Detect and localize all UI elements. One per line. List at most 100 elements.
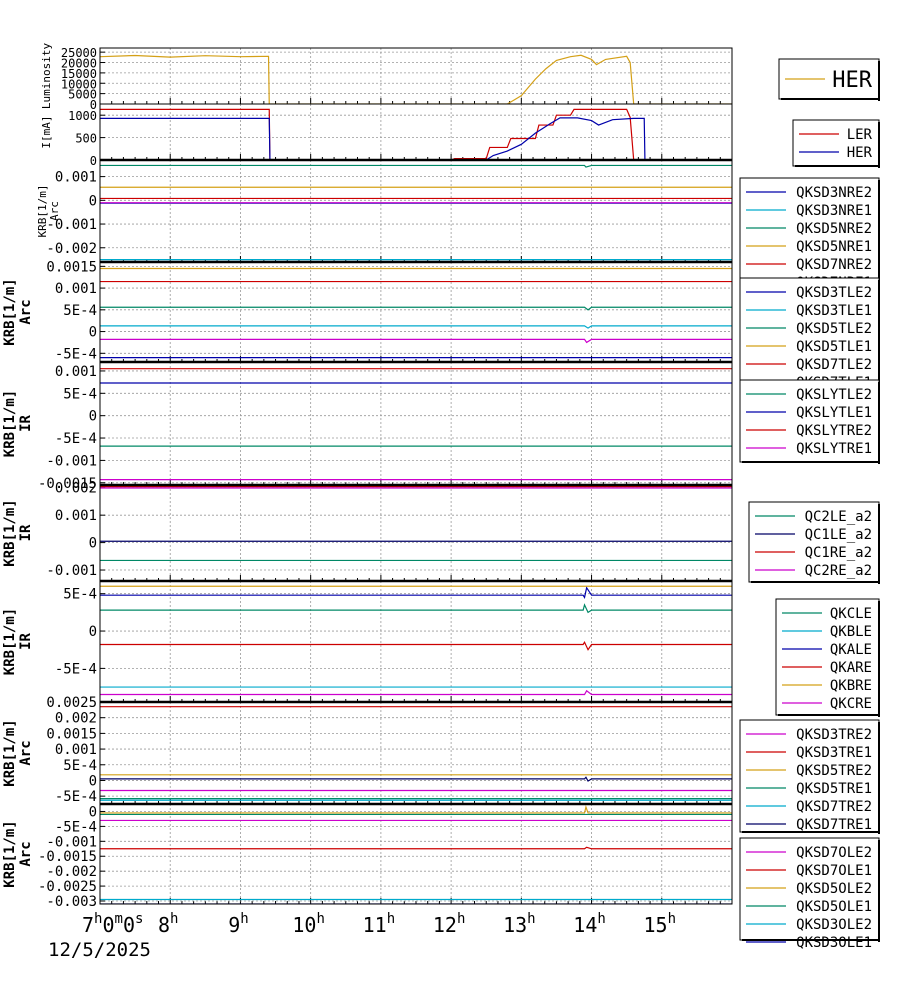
legend-label: QKSD5NRE1 — [796, 239, 872, 255]
y-axis-label: KRB[1/m]IR — [2, 390, 34, 457]
legend-label: QC2RE_a2 — [805, 563, 872, 579]
panel-9: -0.003-0.0025-0.002-0.0015-0.001-5E-40KR… — [2, 802, 880, 951]
y-tick-label: 0.001 — [55, 281, 97, 297]
legend-label: QKSD7TRE1 — [796, 817, 872, 833]
y-tick-label: 1000 — [68, 109, 97, 123]
legend-label: QKBLE — [830, 624, 872, 640]
series-line-HER — [100, 117, 732, 160]
series-line-QKSD7TRE1 — [100, 776, 732, 782]
legend-label: QKSD5OLE1 — [796, 899, 872, 915]
y-axis-label-line: Arc — [18, 740, 34, 765]
y-tick-label: 5000 — [68, 88, 97, 102]
x-tick-hour: 13 — [503, 913, 527, 937]
y-axis-label-line: KRB[1/m] — [2, 499, 18, 566]
legend: QKCLE QKBLE QKALE QKARE QKBRE QKCRE — [775, 598, 880, 717]
legend-label: QKCLE — [830, 606, 872, 622]
legend-box — [748, 501, 880, 583]
legend-label: HER — [847, 145, 873, 161]
y-tick-label: -0.001 — [46, 834, 97, 850]
series-line-LER — [100, 108, 732, 160]
x-tick-label: 7h0m0s — [82, 911, 143, 937]
legend-label: HER — [832, 68, 872, 93]
y-axis-label: I[mA] — [40, 115, 53, 148]
y-tick-label: -0.002 — [46, 864, 97, 880]
plot-frame — [99, 803, 733, 905]
legend-label: QKSD5TRE2 — [796, 763, 872, 779]
plot-frame — [99, 159, 733, 263]
y-tick-label: 0.002 — [55, 711, 97, 727]
y-tick-label: 0 — [89, 536, 97, 552]
series-line-QKALE — [100, 586, 732, 599]
x-tick-hour-unit: h — [597, 911, 605, 927]
legend-label: QKSD7NRE2 — [796, 257, 872, 273]
legend-label: QKSD3TLE1 — [796, 303, 872, 319]
y-tick-label: 5E-4 — [63, 758, 97, 774]
series-line-QKSD5NRE2 — [100, 164, 732, 168]
x-tick-label: 13h — [503, 911, 536, 937]
y-tick-label: -0.001 — [46, 217, 97, 233]
legend-label: QKSD7OLE1 — [796, 863, 872, 879]
series-line-QKCLE — [100, 603, 732, 614]
y-tick-label: 0.002 — [55, 481, 97, 497]
legend-label: QKSD3TRE2 — [796, 727, 872, 743]
x-tick-hour-unit: h — [170, 911, 178, 927]
y-tick-label: 20000 — [61, 57, 97, 71]
y-tick-label: 0.0015 — [46, 726, 97, 742]
y-tick-label: 0.001 — [55, 170, 97, 186]
legend-box — [739, 719, 880, 833]
y-tick-label: 25000 — [61, 46, 97, 60]
x-tick-hour-unit: h — [316, 911, 324, 927]
y-axis-label: KRB[1/m]Arc — [2, 278, 34, 345]
y-tick-label: 0 — [89, 409, 97, 425]
legend-label: QKSD7TLE2 — [796, 357, 872, 373]
x-tick-label: 8h — [158, 911, 178, 937]
legend-label: QC1LE_a2 — [805, 527, 872, 543]
x-tick-label: 15h — [644, 911, 677, 937]
y-tick-label: 0.0015 — [46, 259, 97, 275]
panel-7: -5E-4 0 5E-4 KRB[1/m]IR QKCLE QKBLE QKALE QKARE… — [2, 579, 880, 717]
y-tick-label: 0.001 — [55, 742, 97, 758]
legend-label: QKSD3NRE1 — [796, 203, 872, 219]
series-line-HER — [100, 54, 732, 104]
x-tick-hour: 8 — [158, 913, 170, 937]
y-axis-label-line: KRB[1/m] — [2, 820, 18, 887]
legend-label: QKSD5OLE2 — [796, 881, 872, 897]
legend-box — [792, 119, 880, 167]
y-axis-label-line: I[mA] — [40, 115, 53, 148]
x-tick-hour: 7 — [82, 913, 94, 937]
x-tick-label: 10h — [292, 911, 325, 937]
legend-label: QKSD3TRE1 — [796, 745, 872, 761]
x-tick-sec-unit: s — [135, 911, 143, 927]
panel-3: -0.002-0.00100.001KRB[1/m]ArcQKSD3NRE2QK… — [36, 158, 880, 292]
y-axis-label: KRB[1/m]Arc — [36, 185, 61, 238]
y-tick-label: 15000 — [61, 67, 97, 81]
x-tick-hour: 14 — [573, 913, 597, 937]
y-axis-label-line: IR — [18, 524, 34, 541]
x-tick-label: 9h — [228, 911, 248, 937]
legend-box — [739, 837, 880, 941]
y-tick-label: 0 — [89, 325, 97, 341]
x-tick-hour: 15 — [644, 913, 668, 937]
y-tick-label: -5E-4 — [55, 819, 97, 835]
panel-5: -0.0015 -0.001 -5E-4 0 5E-4 0.001 KRB[1/m]IR QK… — [2, 360, 880, 492]
legend-label: QKSLYTLE2 — [796, 387, 872, 403]
legend-box — [778, 58, 880, 100]
y-tick-label: 0 — [90, 98, 97, 112]
legend-label: QKSD5TLE1 — [796, 339, 872, 355]
panel-4: -5E-4 0 5E-4 0.001 0.0015 KRB[1/m]Arc QKSD3TLE… — [2, 259, 880, 392]
series-line-QKSD7OLE1 — [100, 846, 732, 850]
y-tick-label: 0 — [89, 773, 97, 789]
legend-label: QKSD3TLE2 — [796, 285, 872, 301]
legend: HER — [778, 58, 880, 101]
y-tick-label: -5E-4 — [55, 789, 97, 805]
legend-label: QKSD5NRE2 — [796, 221, 872, 237]
y-tick-label: 0 — [90, 154, 97, 168]
x-tick-min: 0 — [102, 913, 114, 937]
x-tick-hour-unit: h — [387, 911, 395, 927]
legend-label: QKBRE — [830, 678, 872, 694]
legend-label: QKSD5TLE2 — [796, 321, 872, 337]
y-axis-label-line: Arc — [18, 841, 34, 866]
y-tick-label: 0 — [89, 193, 97, 209]
